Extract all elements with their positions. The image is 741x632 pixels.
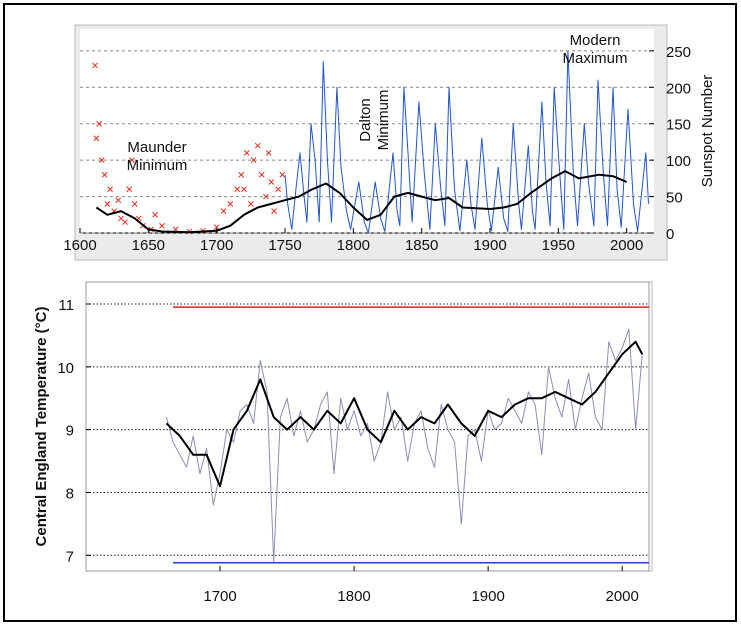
x-tick-label: 1700 xyxy=(200,237,233,254)
data-point xyxy=(227,201,234,207)
data-point xyxy=(213,224,220,231)
annotation: Maunder Minimum xyxy=(127,139,188,174)
annotation-line: Maximum xyxy=(562,50,627,67)
annotation-line: Maunder xyxy=(127,139,186,156)
data-point xyxy=(93,135,100,142)
data-point xyxy=(126,186,133,193)
annotation-line: Dalton xyxy=(357,98,374,141)
x-tick-label: 1700 xyxy=(203,588,236,605)
x-tick-label: 1850 xyxy=(405,237,438,254)
data-point xyxy=(104,201,111,207)
x-tick-label: 1600 xyxy=(63,237,96,254)
data-point xyxy=(152,211,159,218)
data-line xyxy=(284,50,649,234)
y-tick-label: 7 xyxy=(66,548,74,565)
y-tick-label: 0 xyxy=(666,226,674,243)
x-tick-label: 2000 xyxy=(606,588,639,605)
y-tick-label: 50 xyxy=(666,190,683,207)
data-point xyxy=(131,201,138,207)
data-point xyxy=(250,157,257,163)
data-point xyxy=(265,150,272,156)
x-tick-label: 1900 xyxy=(473,237,506,254)
y-tick-label: 11 xyxy=(58,297,74,314)
data-point xyxy=(159,222,165,229)
x-tick-label: 1800 xyxy=(337,237,370,254)
x-tick-label: 2000 xyxy=(610,237,643,254)
data-line xyxy=(165,340,644,488)
data-line xyxy=(95,170,628,234)
y-tick-label: 8 xyxy=(66,485,74,502)
data-point xyxy=(99,157,105,163)
data-point xyxy=(101,171,108,178)
y-tick-label: 100 xyxy=(666,153,691,170)
data-point xyxy=(115,197,122,204)
y-tick-label: 250 xyxy=(666,44,691,61)
data-point xyxy=(129,157,135,163)
data-point xyxy=(234,186,241,193)
y-axis-label: Sunspot Number xyxy=(699,75,716,188)
data-point xyxy=(122,219,128,225)
x-tick-label: 1750 xyxy=(268,237,301,254)
annotation-line: Minimum xyxy=(375,90,392,151)
annotation-line: Modern xyxy=(570,32,621,49)
data-point xyxy=(263,193,269,200)
x-tick-label: 1800 xyxy=(337,588,370,605)
y-tick-label: 200 xyxy=(666,80,691,97)
data-point xyxy=(279,171,286,178)
data-point xyxy=(241,186,247,193)
data-point xyxy=(258,171,265,178)
data-point xyxy=(271,208,277,214)
y-tick-label: 10 xyxy=(57,360,74,377)
annotation: DaltonMinimum xyxy=(357,90,392,151)
y-axis-label: Central England Temperature (°C) xyxy=(33,307,50,547)
data-point xyxy=(96,120,102,127)
annotation: Modern Maximum xyxy=(562,32,627,67)
x-tick-label: 1900 xyxy=(471,588,504,605)
data-point xyxy=(107,186,113,193)
data-point xyxy=(220,208,227,214)
data-point xyxy=(268,179,275,185)
data-point xyxy=(243,150,250,156)
data-point xyxy=(238,171,245,178)
data-point xyxy=(254,142,261,149)
data-point xyxy=(247,201,254,207)
x-tick-label: 1650 xyxy=(132,237,165,254)
data-point xyxy=(275,186,282,193)
data-point xyxy=(92,62,98,69)
plot-area xyxy=(85,281,650,572)
x-tick-label: 1950 xyxy=(542,237,575,254)
plot-area xyxy=(80,29,654,233)
data-line xyxy=(165,328,643,563)
annotation-line: Minimum xyxy=(127,157,188,174)
y-tick-label: 9 xyxy=(66,423,74,440)
y-tick-label: 150 xyxy=(666,117,691,134)
